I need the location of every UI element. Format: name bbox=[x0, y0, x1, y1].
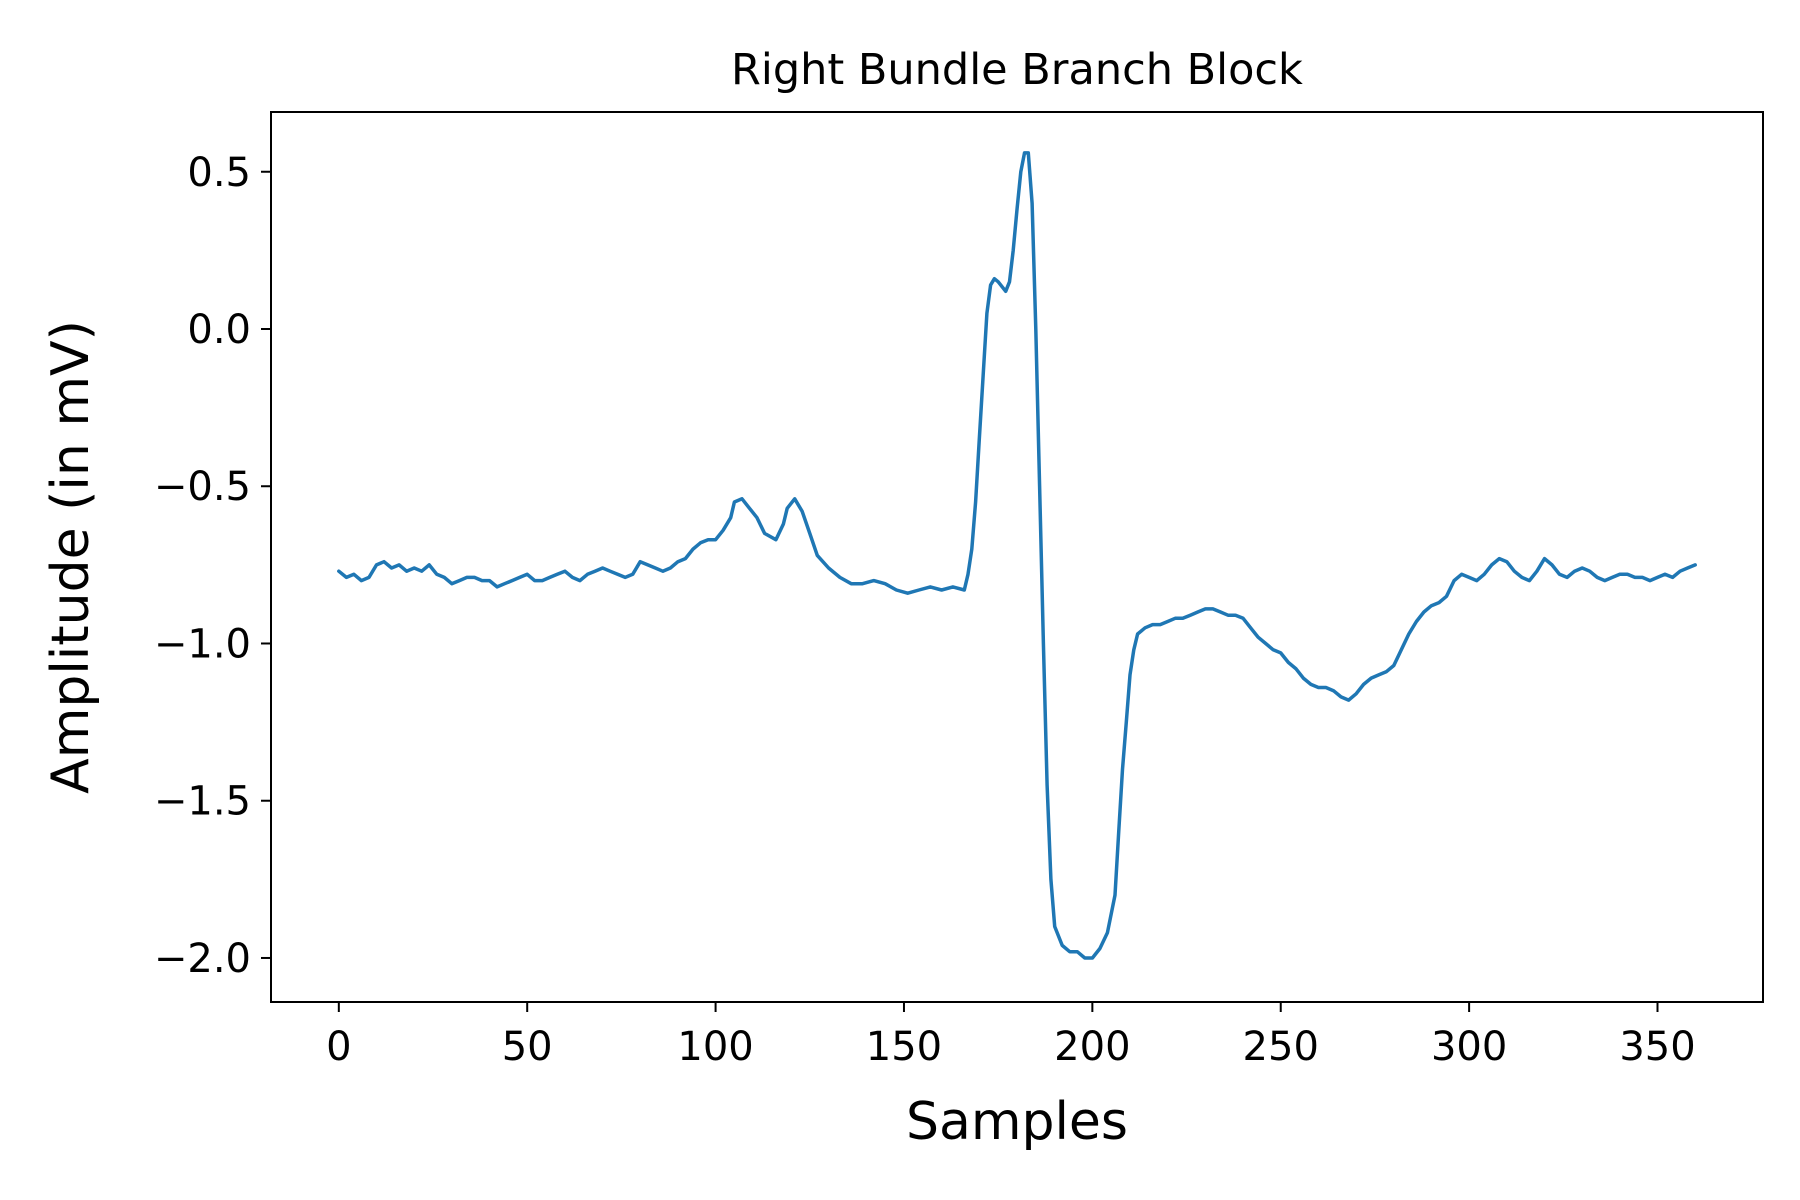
y-tick-label: −0.5 bbox=[154, 464, 251, 510]
y-tick-label: −1.0 bbox=[154, 621, 251, 667]
y-tick-label: −2.0 bbox=[154, 936, 251, 982]
x-tick-label: 350 bbox=[1619, 1024, 1695, 1070]
plot-frame bbox=[270, 111, 1764, 1003]
x-tick-label: 250 bbox=[1243, 1024, 1319, 1070]
x-tick-label: 0 bbox=[326, 1024, 351, 1070]
y-tick-label: 0.5 bbox=[187, 150, 251, 196]
x-tick-label: 50 bbox=[502, 1024, 553, 1070]
chart-title: Right Bundle Branch Block bbox=[731, 45, 1303, 95]
plot-area bbox=[337, 151, 1697, 960]
x-tick-label: 150 bbox=[866, 1024, 942, 1070]
y-axis: 0.5 0.0 −0.5 −1.0 −1.5 −2.0 bbox=[154, 150, 271, 982]
series-line-0 bbox=[337, 151, 1697, 960]
x-tick-label: 300 bbox=[1431, 1024, 1507, 1070]
x-tick-label: 200 bbox=[1054, 1024, 1130, 1070]
x-tick-label: 100 bbox=[677, 1024, 753, 1070]
y-axis-label: Amplitude (in mV) bbox=[41, 320, 101, 794]
x-axis-label: Samples bbox=[906, 1092, 1128, 1152]
x-axis: 0 50 100 150 200 250 300 350 bbox=[326, 1002, 1696, 1070]
y-tick-label: 0.0 bbox=[187, 307, 251, 353]
y-tick-label: −1.5 bbox=[154, 779, 251, 825]
